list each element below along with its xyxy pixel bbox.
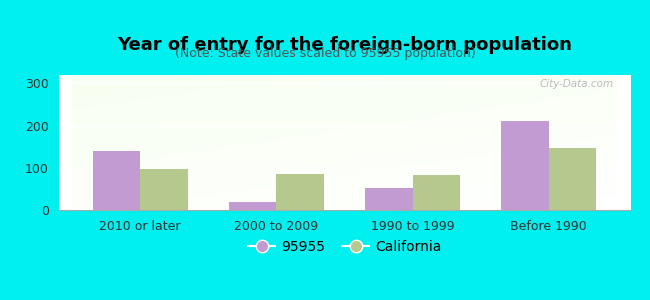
- Title: Year of entry for the foreign-born population: Year of entry for the foreign-born popul…: [117, 36, 572, 54]
- Text: (Note: State values scaled to 95955 population): (Note: State values scaled to 95955 popu…: [175, 46, 475, 59]
- Bar: [276, 174, 324, 210]
- Bar: [365, 188, 413, 210]
- Bar: [549, 148, 597, 210]
- Bar: [501, 121, 549, 210]
- Bar: [229, 202, 276, 210]
- Bar: [413, 175, 460, 210]
- Text: City-Data.com: City-Data.com: [540, 79, 614, 89]
- Bar: [92, 151, 140, 210]
- Bar: [140, 169, 188, 210]
- Legend: 95955, California: 95955, California: [242, 235, 447, 260]
